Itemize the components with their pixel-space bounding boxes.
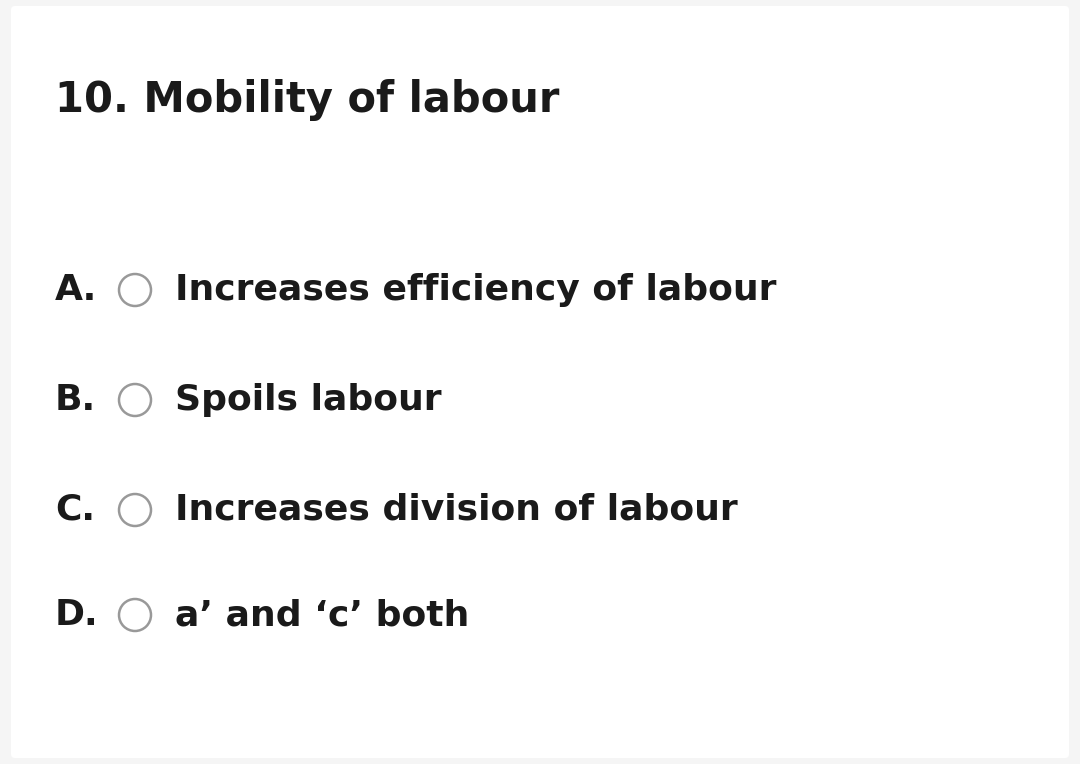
Text: C.: C. [55,493,95,527]
Text: 10. Mobility of labour: 10. Mobility of labour [55,79,559,121]
Text: D.: D. [55,598,98,632]
Text: A.: A. [55,273,97,307]
FancyBboxPatch shape [11,6,1069,758]
Text: a’ and ‘c’ both: a’ and ‘c’ both [175,598,470,632]
Text: Spoils labour: Spoils labour [175,383,442,417]
Text: Increases efficiency of labour: Increases efficiency of labour [175,273,777,307]
Text: Increases division of labour: Increases division of labour [175,493,738,527]
Text: B.: B. [55,383,96,417]
